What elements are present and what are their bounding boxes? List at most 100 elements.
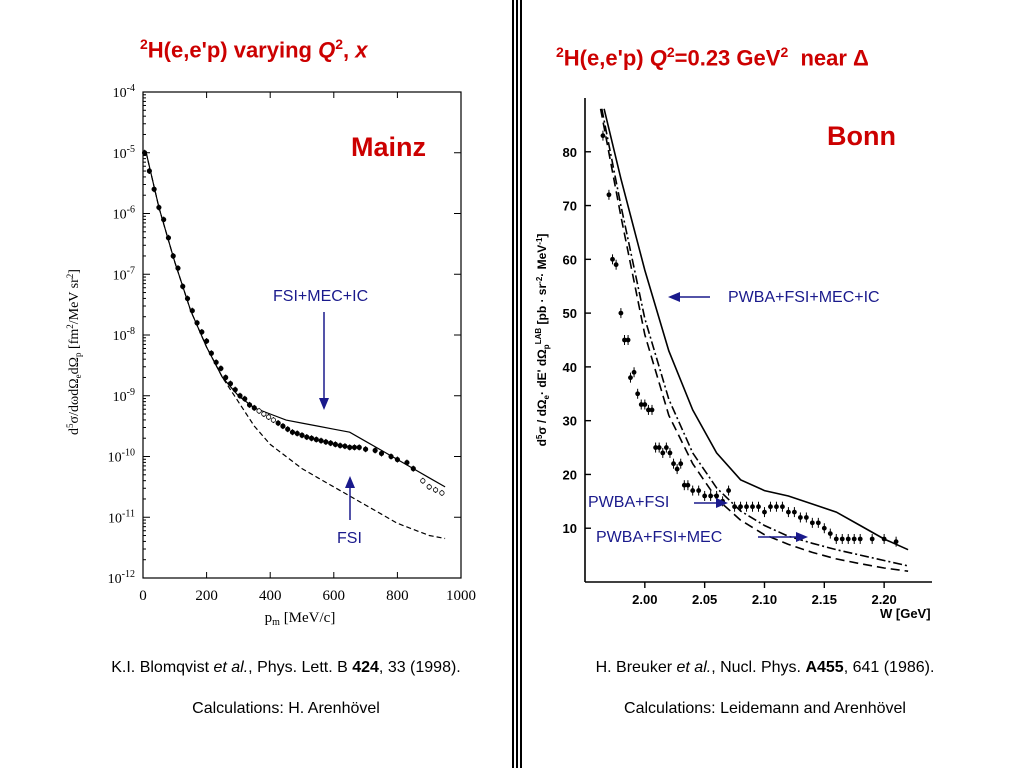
right-data-point <box>827 531 833 536</box>
right-data-point <box>756 504 761 510</box>
left-arrow-lower <box>345 476 355 520</box>
left-data-point <box>175 265 181 271</box>
left-data-point <box>223 374 229 381</box>
right-data-point <box>653 445 658 450</box>
right-xtick-label: 2.05 <box>692 592 717 607</box>
right-ytick-label: 60 <box>563 252 577 267</box>
left-data-point <box>151 186 157 192</box>
left-data-point <box>332 441 338 447</box>
right-data-point <box>809 520 815 526</box>
left-data-point <box>388 453 394 460</box>
left-data-point <box>372 447 378 454</box>
left-ytick-label: 10-11 <box>108 508 135 526</box>
right-data-point <box>797 515 803 520</box>
right-data-point <box>762 509 767 515</box>
right-label-pwba-fsi: PWBA+FSI <box>588 494 670 511</box>
panel-divider <box>512 0 522 768</box>
left-title-x: x <box>355 37 368 63</box>
left-data-point <box>394 456 400 463</box>
right-data-point <box>618 310 624 316</box>
left-data-point <box>318 438 324 444</box>
left-data-point <box>189 308 195 314</box>
left-cite-etal: et al. <box>213 659 249 676</box>
right-data-point <box>851 536 857 542</box>
left-data-point <box>232 387 238 393</box>
left-citation: K.I. Blomqvist et al., Phys. Lett. B 424… <box>56 659 516 677</box>
left-label-fsi-mec-ic: FSI+MEC+IC <box>273 288 369 305</box>
left-data-point <box>323 439 329 445</box>
right-ytick-label: 80 <box>563 145 577 160</box>
right-data-point <box>667 450 673 456</box>
right-data-point <box>646 407 651 413</box>
left-data-point <box>266 414 272 420</box>
right-citation: H. Breuker et al., Nucl. Phys. A455, 641… <box>530 659 1000 677</box>
right-ytick-label: 20 <box>563 467 577 482</box>
right-data-point <box>635 391 641 397</box>
right-curve-pwba-fsi-mec <box>601 108 909 567</box>
left-data-point <box>308 435 315 441</box>
right-data-point <box>791 509 797 515</box>
right-data-point <box>708 493 714 499</box>
right-data-point <box>750 504 755 510</box>
left-ytick-label: 10-7 <box>113 265 135 283</box>
right-ytick-label: 30 <box>563 414 577 429</box>
right-data-point <box>696 488 702 493</box>
right-data-point <box>833 536 839 542</box>
bonn-label: Bonn <box>827 121 896 151</box>
right-data-point <box>642 402 648 407</box>
left-data-point <box>180 283 186 289</box>
right-data-point <box>622 337 627 343</box>
right-data-point <box>744 504 749 510</box>
left-data-point <box>251 405 257 411</box>
mainz-label: Mainz <box>351 132 427 162</box>
left-data-point <box>261 411 267 417</box>
right-title-q: Q <box>649 45 667 71</box>
left-ytick-label: 10-10 <box>108 448 135 466</box>
left-data-point <box>404 459 410 466</box>
left-data-point <box>313 436 319 443</box>
left-title-sup: 2 <box>140 36 148 52</box>
left-data-point <box>218 365 224 372</box>
left-label-fsi: FSI <box>337 530 362 547</box>
left-data-point <box>275 420 281 426</box>
right-data-point <box>678 461 684 467</box>
left-data-point <box>337 442 343 449</box>
right-title-delta: Δ <box>853 45 869 71</box>
right-ytick-label: 70 <box>563 199 577 214</box>
left-ytick-label: 10-8 <box>113 326 135 344</box>
left-cite-journal: , Phys. Lett. B <box>248 659 353 676</box>
left-ylabel: d5σ/dωdΩedΩp [fm2/MeV sr2] <box>65 269 83 435</box>
right-data-point <box>857 536 863 542</box>
right-data-point <box>786 509 791 515</box>
right-title-main: H(e,e'p) <box>563 45 650 71</box>
left-title-q-sup: 2 <box>335 36 343 52</box>
right-data-point <box>845 536 851 542</box>
left-plot-frame <box>142 91 462 579</box>
left-data-point <box>347 444 353 450</box>
left-data-point <box>270 417 276 423</box>
right-data-point <box>768 504 773 510</box>
left-data-point <box>237 393 243 399</box>
left-data-point <box>204 338 210 344</box>
right-data-point <box>663 445 669 450</box>
right-data-point <box>600 133 606 139</box>
left-data-point <box>299 432 305 438</box>
left-data-point <box>285 426 291 432</box>
right-data-point <box>660 450 666 456</box>
right-title-unit-sup: 2 <box>780 44 789 60</box>
left-title-q: Q <box>318 37 336 63</box>
left-arrow-upper <box>319 312 329 410</box>
right-ytick-label: 10 <box>563 521 577 536</box>
right-data-point <box>893 539 899 545</box>
right-data-point <box>628 375 633 381</box>
right-cite-author: H. Breuker <box>595 659 677 676</box>
left-calc: Calculations: H. Arenhövel <box>192 700 380 717</box>
right-xtick-label: 2.20 <box>871 592 896 607</box>
left-ytick-label: 10-12 <box>108 569 135 587</box>
left-curve-fsi-mec-ic <box>145 152 446 488</box>
right-arrow-3 <box>758 532 808 542</box>
right-title-q-sup: 2 <box>666 44 675 60</box>
right-title: 2H(e,e'p) Q2=0.23 GeV2 near Δ <box>556 44 869 71</box>
right-cite-post: , 641 (1986). <box>843 659 935 676</box>
